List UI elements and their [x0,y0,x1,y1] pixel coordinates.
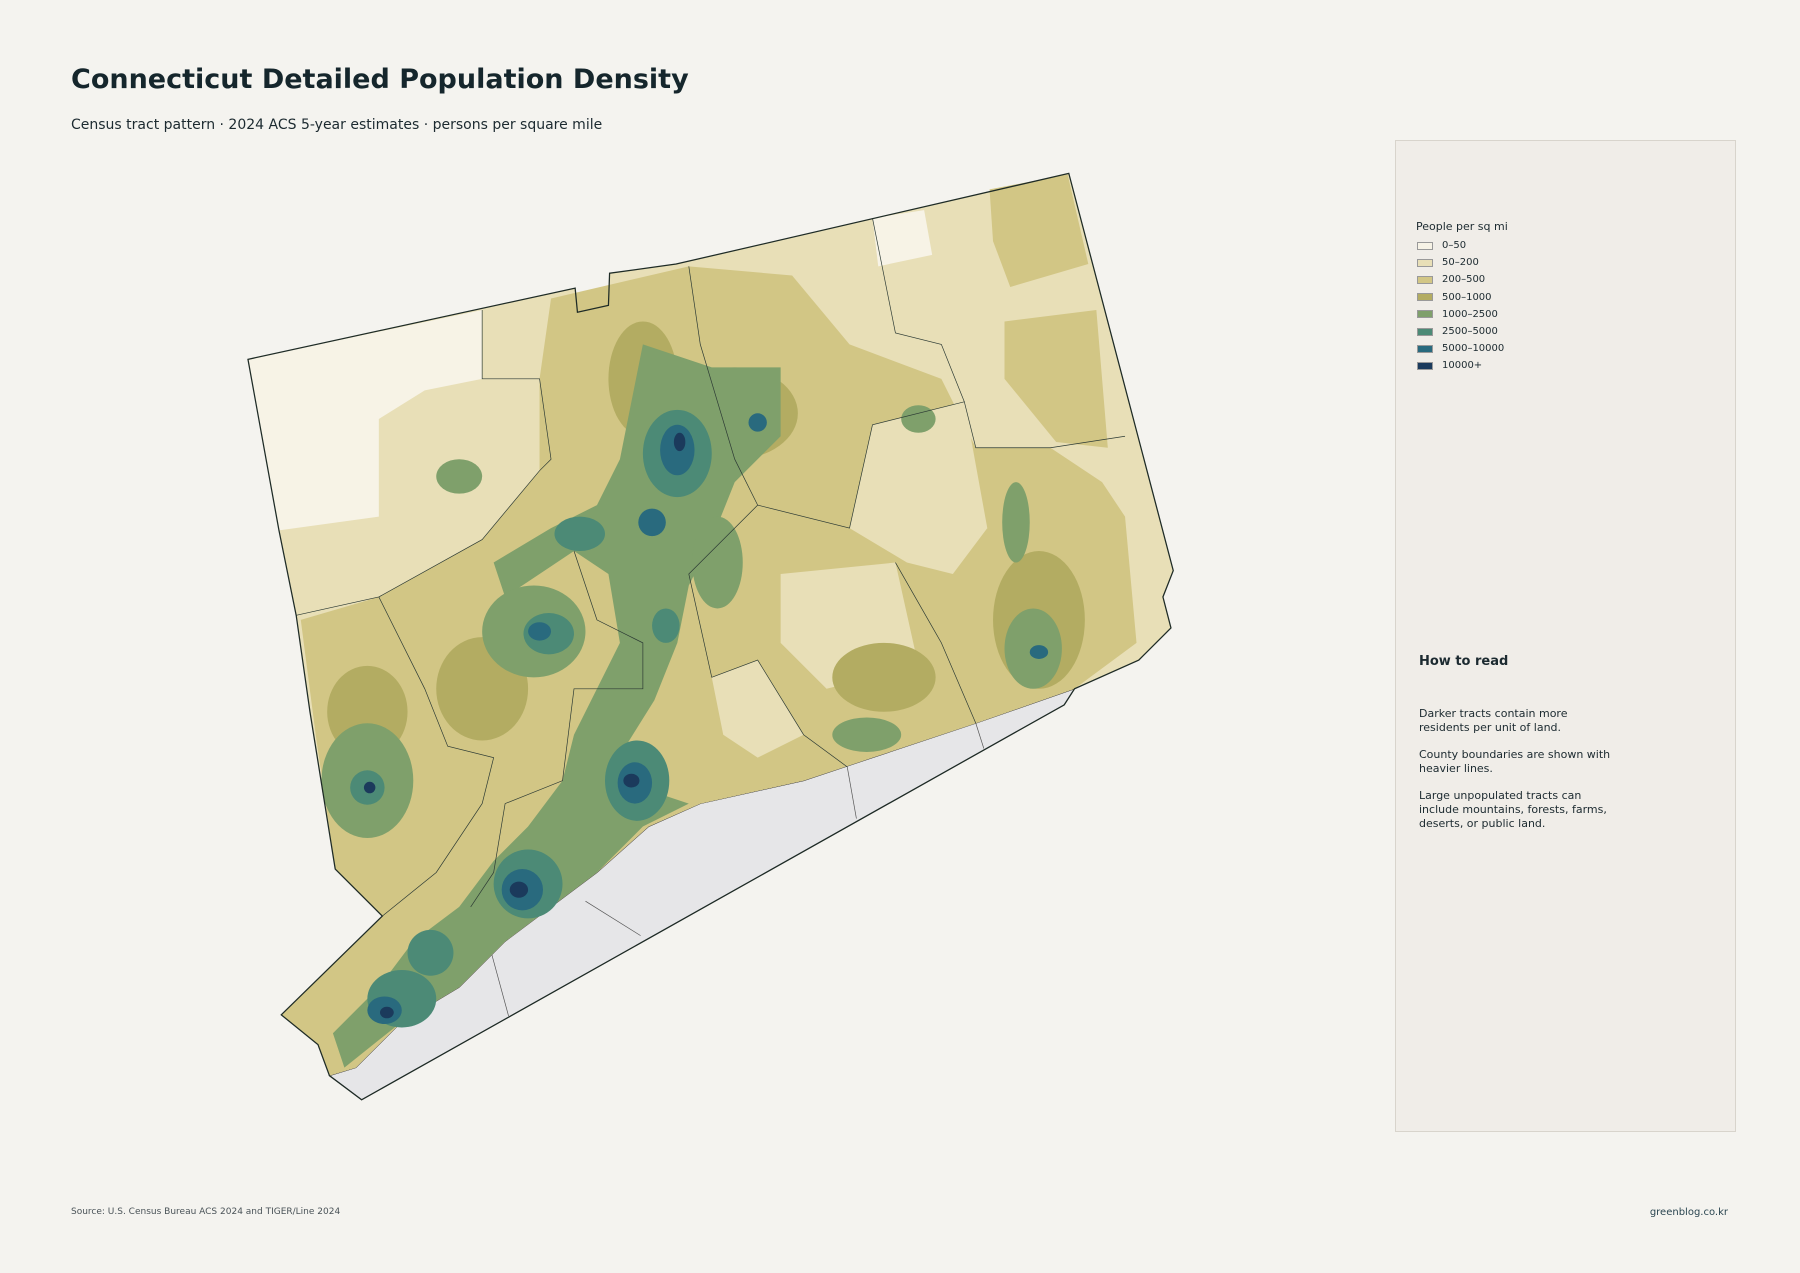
county-line [846,766,857,819]
legend-swatch [1417,344,1433,353]
county-line [975,723,985,749]
region [901,405,936,433]
region [989,174,1089,287]
region [623,773,640,788]
region [332,344,781,1068]
legend-item: 2500–5000 [1417,326,1498,337]
county-line [688,504,848,768]
county-line [296,309,552,616]
county-line [491,952,509,1017]
region [849,401,988,574]
legend-item: 500–1000 [1417,292,1492,303]
region [711,660,804,758]
region [554,516,605,552]
map [247,172,1174,1101]
credit: greenblog.co.kr [1649,1207,1728,1218]
legend-swatch [1417,327,1433,336]
region [379,1006,394,1019]
county-line [585,900,641,936]
state-outline [247,172,1174,1101]
legend-title: People per sq mi [1416,220,1508,233]
paragraph: County boundaries are shown with heavier… [1419,748,1611,775]
paragraph: Large unpopulated tracts can include mou… [1419,789,1607,830]
region [872,210,933,267]
source: Source: U.S. Census Bureau ACS 2024 and … [71,1207,341,1217]
region [832,642,936,712]
legend-swatch [1417,258,1433,267]
region [363,781,376,794]
region [1029,645,1049,659]
legend-label: 10000+ [1442,360,1483,372]
county-line [688,218,965,529]
region [652,608,680,643]
legend-label: 5000–10000 [1442,343,1505,355]
legend-swatch [1417,310,1433,319]
legend-swatch [1417,241,1433,250]
region [247,309,483,531]
side-panel [1395,140,1736,1132]
legend-label: 50–200 [1442,257,1479,269]
region [407,929,454,976]
paragraph: Darker tracts contain more residents per… [1419,707,1568,734]
county-line [963,401,1126,449]
legend-label: 500–1000 [1442,291,1492,303]
legend-item: 0–50 [1417,240,1466,251]
region [436,459,483,494]
region [832,717,902,752]
legend-label: 1000–2500 [1442,308,1498,320]
region [509,881,529,898]
legend-label: 200–500 [1442,274,1486,286]
region [673,432,686,452]
legend-swatch [1417,361,1433,370]
legend-item: 5000–10000 [1417,343,1504,354]
legend-item: 50–200 [1417,257,1479,268]
legend-item: 1000–2500 [1417,309,1498,320]
region [638,508,666,537]
legend-item: 10000+ [1417,360,1482,371]
legend-label: 2500–5000 [1442,326,1498,337]
county-line [378,596,495,917]
county-line [470,550,644,908]
county-line [895,562,977,724]
how-to-read-title: How to read [1419,654,1509,669]
title: Connecticut Detailed Population Density [71,64,689,95]
legend-item: 200–500 [1417,274,1485,285]
region [692,516,743,609]
region [1002,482,1030,563]
region [528,622,552,641]
legend-label: 0–50 [1442,240,1467,251]
legend-swatch [1417,275,1433,284]
region [1004,309,1108,448]
subtitle: Census tract pattern · 2024 ACS 5-year e… [71,117,603,133]
legend-swatch [1417,293,1433,302]
region [748,413,767,432]
